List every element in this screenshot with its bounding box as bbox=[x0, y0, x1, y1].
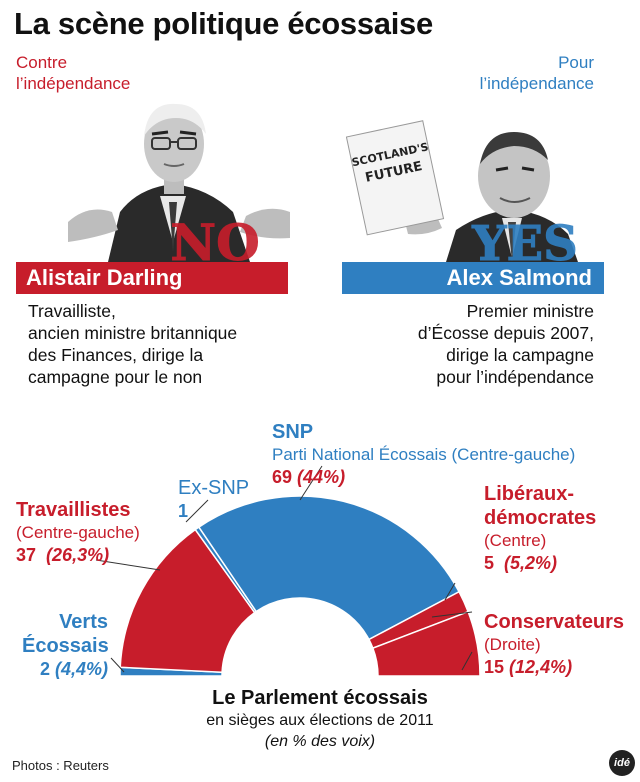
right-stance: Pour l’indépendance bbox=[480, 52, 594, 94]
snp-value: 69 (44%) bbox=[272, 466, 575, 488]
salmond-desc-line: Premier ministre bbox=[466, 301, 594, 321]
right-stance-line2: l’indépendance bbox=[479, 74, 594, 93]
conservateurs-value: 15 (12,4%) bbox=[484, 656, 624, 678]
no-stamp-text: NO bbox=[170, 214, 259, 264]
libdem-seats: 5 bbox=[484, 553, 495, 573]
libdem-pct: (5,2%) bbox=[504, 553, 558, 573]
verts-pct: (4,4%) bbox=[54, 659, 108, 679]
hemicycle-segment-travaillistes bbox=[119, 528, 256, 673]
conservateurs-seats: 15 bbox=[484, 657, 505, 677]
travaillistes-value: 37 (26,3%) bbox=[16, 544, 140, 566]
snp-sub: Parti National Écossais (Centre-gauche) bbox=[272, 445, 576, 464]
leader-line bbox=[95, 559, 161, 571]
label-ex-snp: Ex-SNP 1 bbox=[178, 476, 249, 522]
label-liberaux-democrates: Libéraux- démocrates (Centre) 5 (5,2%) bbox=[484, 482, 596, 574]
travaillistes-sub: (Centre-gauche) bbox=[16, 523, 140, 542]
libdem-value: 5 (5,2%) bbox=[484, 552, 596, 574]
darling-name-bar: Alistair Darling bbox=[16, 262, 288, 294]
yes-stamp: YES bbox=[471, 216, 579, 265]
salmond-desc-line: pour l’indépendance bbox=[436, 367, 594, 387]
salmond-description: Premier ministre d’Écosse depuis 2007, d… bbox=[418, 300, 594, 388]
verts-name-line2: Écossais bbox=[22, 635, 109, 657]
leader-line bbox=[444, 582, 456, 601]
page-title: La scène politique écossaise bbox=[14, 6, 433, 41]
darling-desc-line: des Finances, dirige la bbox=[28, 345, 204, 365]
leader-line bbox=[431, 611, 473, 618]
darling-name: Alistair Darling bbox=[26, 265, 183, 290]
salmond-name: Alex Salmond bbox=[446, 265, 592, 290]
darling-description: Travailliste, ancien ministre britanniqu… bbox=[28, 300, 237, 388]
right-stance-line1: Pour bbox=[558, 53, 594, 72]
left-stance: Contre l’indépendance bbox=[16, 52, 130, 94]
parliament-caption: Le Parlement écossais en sièges aux élec… bbox=[0, 686, 640, 752]
verts-seats: 2 bbox=[39, 659, 50, 679]
libdem-name-line1: Libéraux- bbox=[484, 483, 575, 505]
conservateurs-sub: (Droite) bbox=[484, 635, 541, 654]
darling-desc-line: ancien ministre britannique bbox=[28, 323, 238, 343]
snp-name: SNP bbox=[272, 421, 314, 443]
travaillistes-pct: (26,3%) bbox=[46, 545, 110, 565]
libdem-name-line2: démocrates bbox=[484, 507, 597, 529]
travaillistes-name: Travaillistes bbox=[16, 499, 131, 521]
libdem-sub: (Centre) bbox=[484, 531, 547, 550]
left-stance-line2: l’indépendance bbox=[16, 74, 131, 93]
parliament-note: (en % des voix) bbox=[264, 733, 376, 750]
ex-snp-seats: 1 bbox=[178, 501, 189, 521]
leader-line bbox=[110, 657, 125, 673]
verts-value: 2 (4,4%) bbox=[22, 658, 108, 680]
salmond-name-bar: Alex Salmond bbox=[342, 262, 604, 294]
parliament-subtitle: en sièges aux élections de 2011 bbox=[206, 712, 434, 729]
darling-photo bbox=[68, 92, 290, 262]
ex-snp-name: Ex-SNP bbox=[178, 477, 250, 499]
travaillistes-seats: 37 bbox=[16, 545, 37, 565]
photo-credit: Photos : Reuters bbox=[12, 758, 109, 773]
conservateurs-pct: (12,4%) bbox=[509, 657, 573, 677]
snp-seats: 69 bbox=[272, 467, 293, 487]
leader-line bbox=[299, 465, 323, 501]
left-stance-line1: Contre bbox=[16, 53, 68, 72]
salmond-photo: SCOTLAND'S FUTURE bbox=[346, 118, 608, 262]
leader-line bbox=[185, 499, 209, 523]
label-travaillistes: Travaillistes (Centre-gauche) 37 (26,3%) bbox=[16, 498, 140, 566]
parliament-title: Le Parlement écossais bbox=[212, 687, 428, 709]
snp-pct: (44%) bbox=[297, 467, 346, 487]
label-snp: SNP Parti National Écossais (Centre-gauc… bbox=[272, 420, 575, 488]
hemicycle-segment-snp bbox=[197, 495, 461, 641]
darling-desc-line: Travailliste, bbox=[28, 301, 116, 321]
label-conservateurs: Conservateurs (Droite) 15 (12,4%) bbox=[484, 610, 624, 678]
label-verts: Verts Écossais 2 (4,4%) bbox=[22, 610, 109, 680]
hemicycle-segment-conservateurs bbox=[371, 610, 481, 677]
no-stamp: NO bbox=[170, 214, 260, 264]
salmond-desc-line: dirige la campagne bbox=[446, 345, 594, 365]
darling-desc-line: campagne pour le non bbox=[28, 367, 203, 387]
verts-name-line1: Verts bbox=[59, 611, 108, 633]
conservateurs-name: Conservateurs bbox=[484, 611, 625, 633]
salmond-desc-line: d’Écosse depuis 2007, bbox=[417, 323, 594, 343]
publisher-logo: idé bbox=[609, 750, 635, 776]
yes-stamp-text: YES bbox=[471, 216, 578, 264]
leader-line bbox=[461, 651, 473, 671]
